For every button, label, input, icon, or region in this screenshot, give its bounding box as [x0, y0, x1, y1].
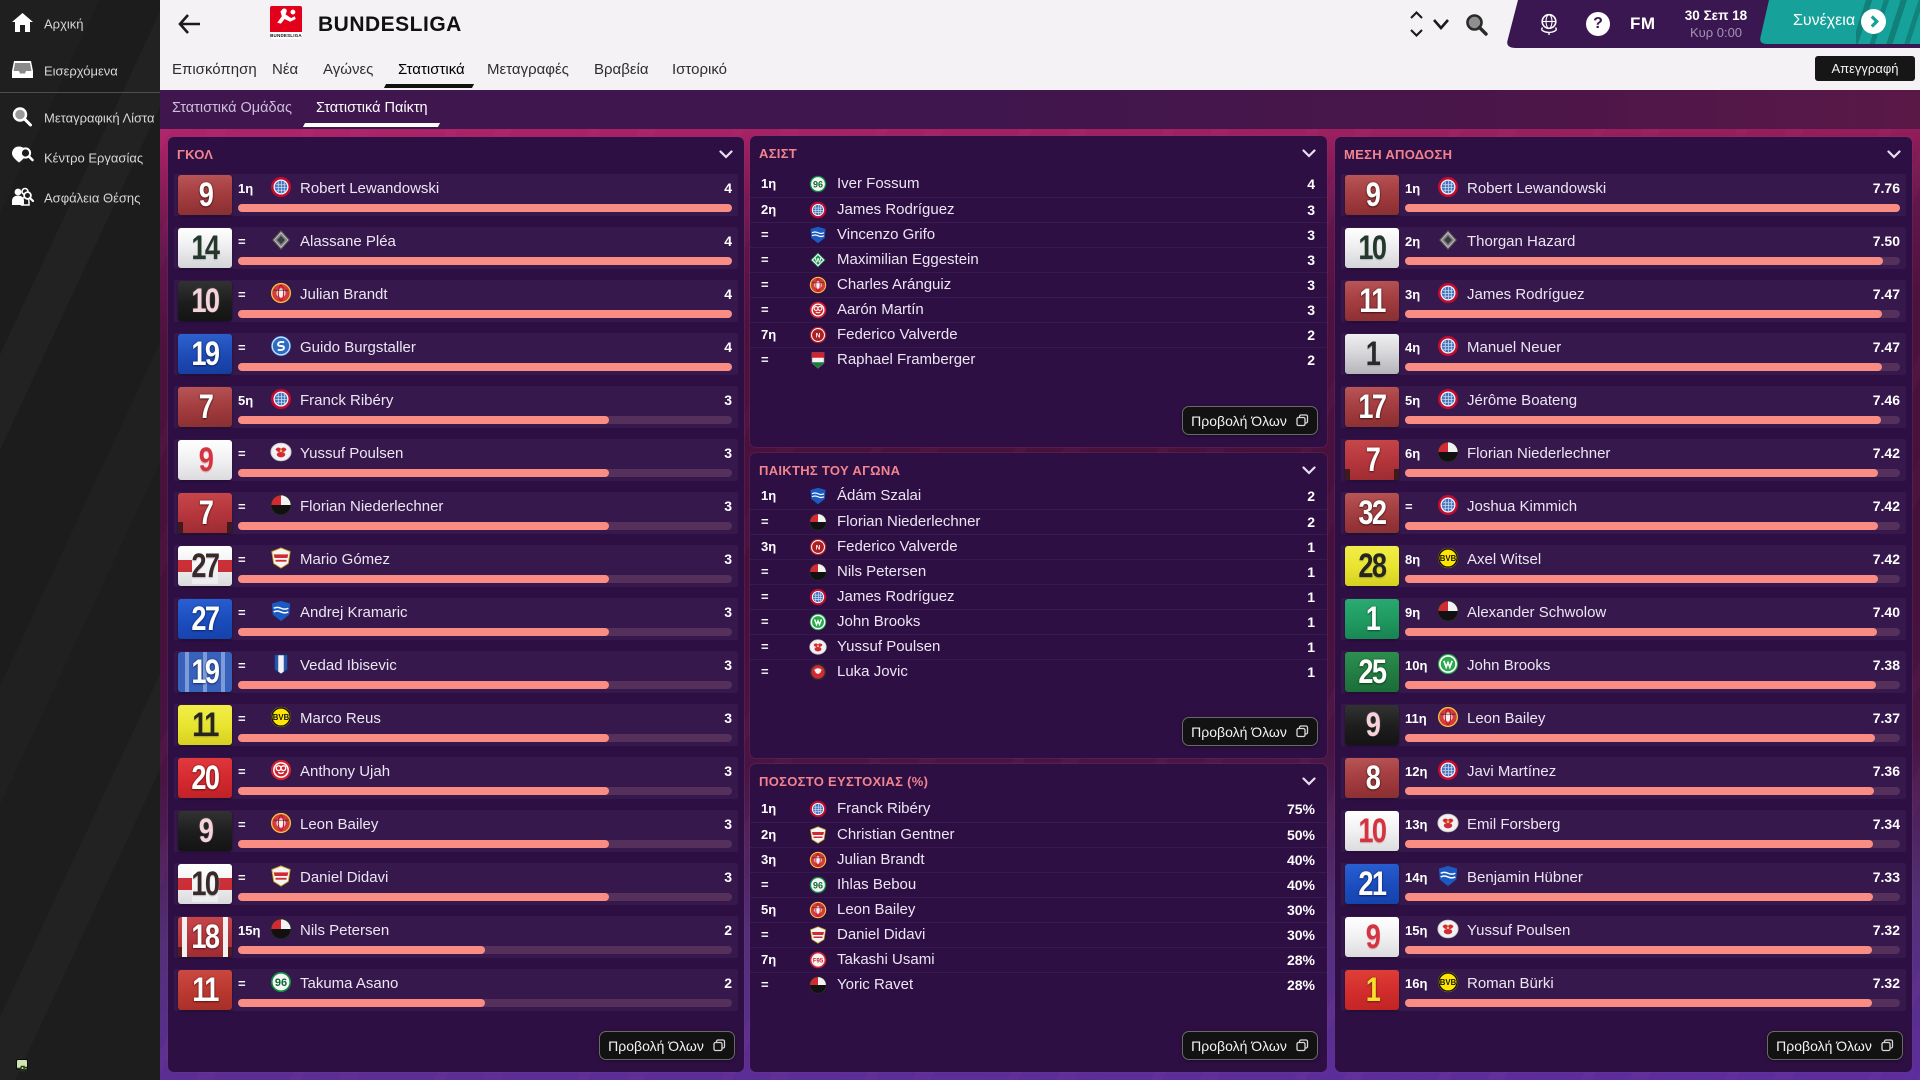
svg-text:BVB: BVB — [1440, 978, 1457, 987]
svg-text:N: N — [816, 545, 821, 552]
svg-text:BVB: BVB — [273, 713, 290, 722]
svg-text:96: 96 — [813, 179, 823, 189]
svg-text:W: W — [815, 258, 822, 265]
svg-text:N: N — [816, 333, 821, 340]
svg-text:F95: F95 — [813, 959, 824, 965]
svg-text:BVB: BVB — [1440, 554, 1457, 563]
svg-text:96: 96 — [275, 977, 287, 989]
svg-text:96: 96 — [813, 880, 823, 890]
